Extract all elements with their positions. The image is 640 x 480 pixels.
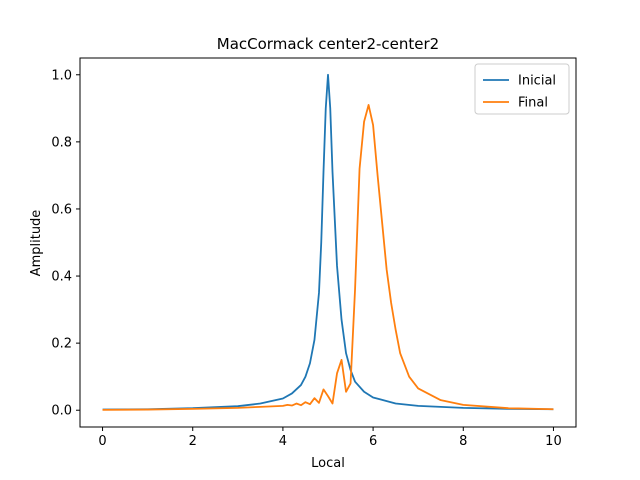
y-axis-label: Amplitude (29, 210, 44, 277)
x-tick-label: 10 (545, 434, 562, 449)
y-tick-label: 0.8 (51, 135, 72, 150)
legend-label-final: Final (518, 96, 548, 111)
legend: Inicial Final (474, 63, 570, 115)
plot-area: 0 2 4 6 8 10 0.0 0.2 0.4 0.6 0.8 1.0 (51, 57, 577, 449)
legend-label-inicial: Inicial (518, 74, 556, 89)
y-tick-label: 1.0 (51, 68, 72, 83)
x-tick-label: 0 (98, 434, 106, 449)
x-tick-label: 2 (189, 434, 197, 449)
y-tick-label: 0.2 (51, 337, 72, 352)
axes-frame (79, 57, 577, 428)
y-tick-label: 0.6 (51, 202, 72, 217)
y-tick-label: 0.4 (51, 270, 72, 285)
x-axis-label: Local (311, 456, 345, 471)
chart-title: MacCormack center2-center2 (217, 35, 439, 53)
x-tick-label: 8 (459, 434, 467, 449)
y-tick-label: 0.0 (51, 404, 72, 419)
x-tick-label: 6 (369, 434, 377, 449)
series-line-inicial (102, 73, 554, 411)
x-tick-label: 4 (279, 434, 287, 449)
series-line-final (102, 104, 554, 411)
